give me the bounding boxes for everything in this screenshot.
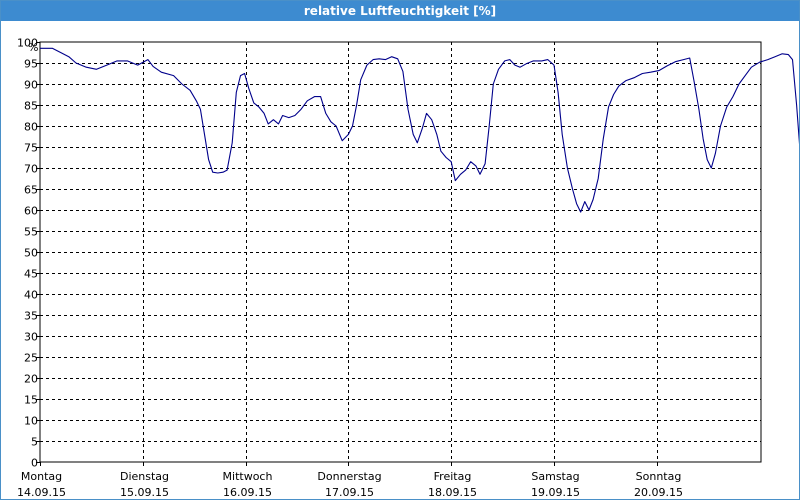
x-tick-label-day: Donnerstag (317, 470, 381, 483)
y-tick-label: 10 (24, 415, 38, 428)
x-tick-label-date: 20.09.15 (634, 486, 683, 499)
y-tick-label: 30 (24, 331, 38, 344)
y-tick-label: 85 (24, 100, 38, 113)
window-title: relative Luftfeuchtigkeit [%] (1, 1, 799, 21)
x-tick-label-date: 15.09.15 (120, 486, 169, 499)
y-tick-label: 20 (24, 373, 38, 386)
y-tick-label: 80 (24, 121, 38, 134)
y-tick-label: 15 (24, 394, 38, 407)
x-tick-label-date: 17.09.15 (325, 486, 374, 499)
y-tick-label: 40 (24, 289, 38, 302)
y-tick-label: 95 (24, 58, 38, 71)
humidity-series-line (40, 47, 799, 213)
x-tick-label-day: Mittwoch (223, 470, 273, 483)
x-tick-label-day: Montag (21, 470, 62, 483)
y-tick-label: 50 (24, 247, 38, 260)
y-tick-label: 45 (24, 268, 38, 281)
x-tick-label-date: 18.09.15 (428, 486, 477, 499)
y-tick-label: 35 (24, 310, 38, 323)
y-tick-label: 60 (24, 205, 38, 218)
y-tick-label: 5 (31, 436, 38, 449)
x-tick-label-date: 14.09.15 (17, 486, 66, 499)
y-axis-label: % (28, 41, 38, 54)
y-tick-label: 75 (24, 142, 38, 155)
y-tick-label: 90 (24, 79, 38, 92)
y-tick-label: 0 (31, 457, 38, 470)
x-tick-label-day: Samstag (531, 470, 579, 483)
x-tick-label-day: Sonntag (636, 470, 682, 483)
x-tick-label-day: Dienstag (120, 470, 169, 483)
y-tick-label: 70 (24, 163, 38, 176)
y-tick-label: 55 (24, 226, 38, 239)
y-tick-label: 65 (24, 184, 38, 197)
y-tick-label: 25 (24, 352, 38, 365)
x-tick-label-day: Freitag (434, 470, 472, 483)
x-tick-label-date: 19.09.15 (531, 486, 580, 499)
x-tick-label-date: 16.09.15 (223, 486, 272, 499)
y-tick-label: 100 (17, 37, 38, 50)
